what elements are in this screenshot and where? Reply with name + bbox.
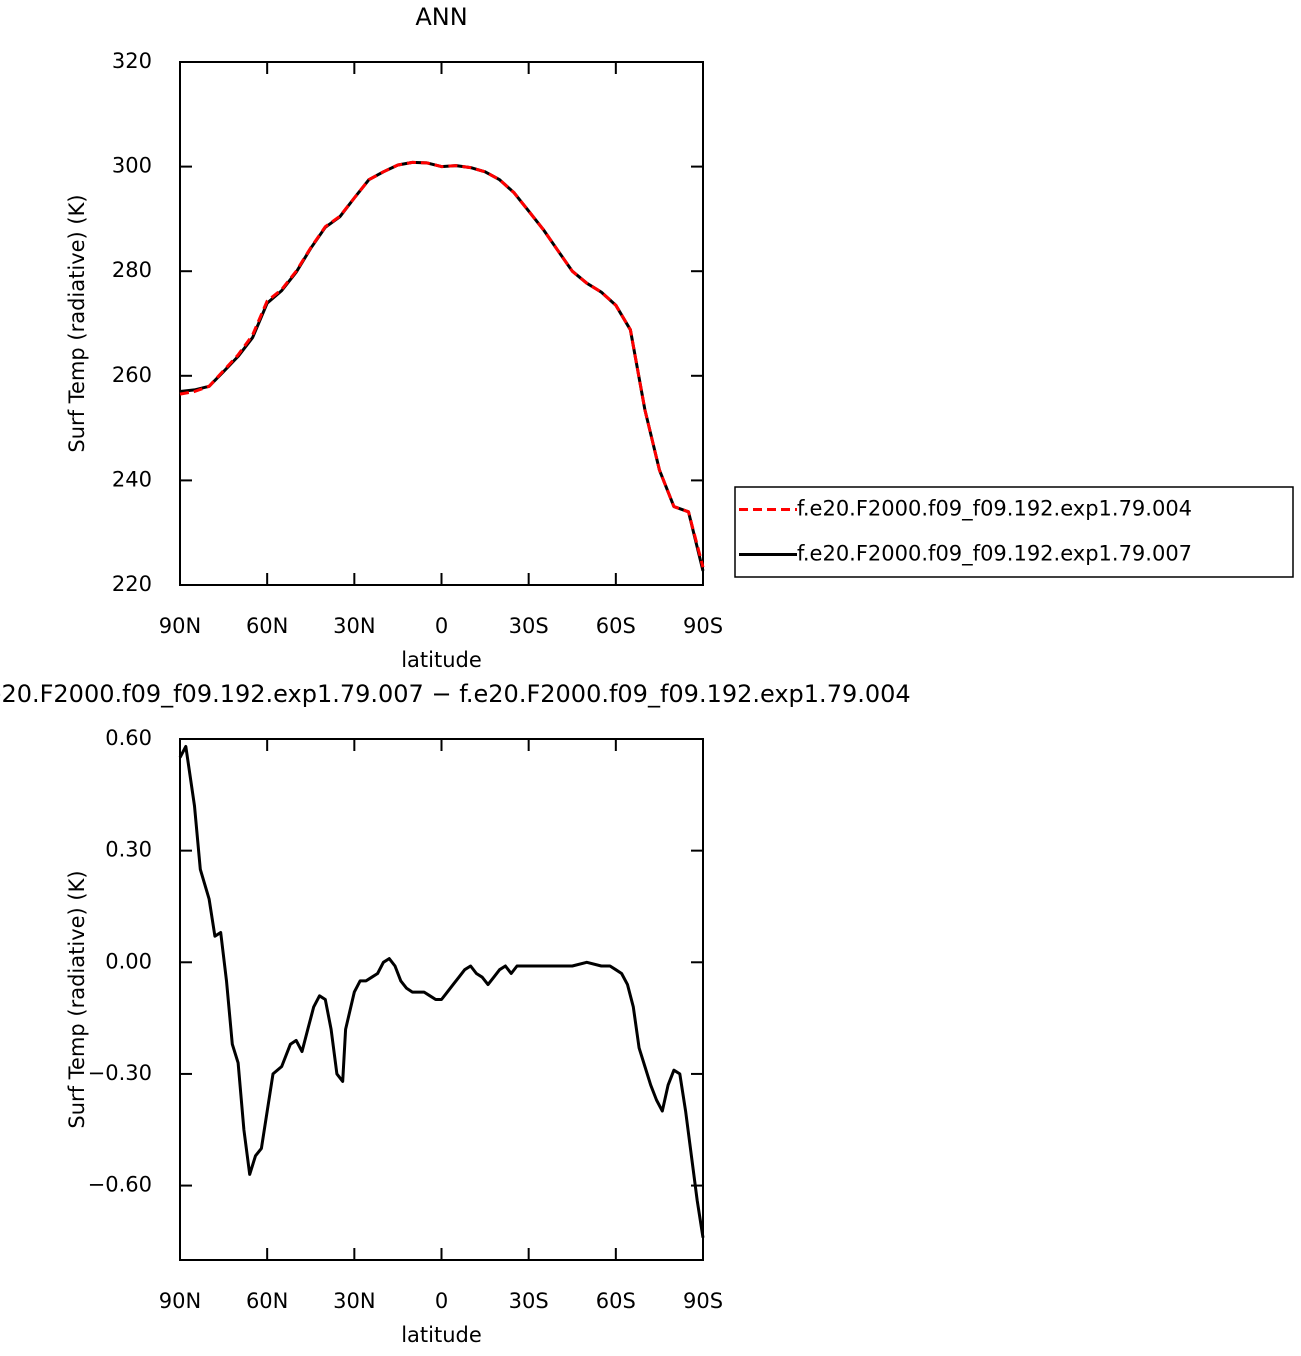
y-axis-label: Surf Temp (radiative) (K) xyxy=(65,870,89,1128)
x-tick-label: 30S xyxy=(509,614,549,638)
x-tick-label: 60S xyxy=(596,614,636,638)
y-tick-label: 280 xyxy=(112,258,152,282)
x-axis-label: latitude xyxy=(401,1323,482,1347)
x-tick-label: 30S xyxy=(509,1289,549,1313)
y-tick-label: 300 xyxy=(112,154,152,178)
x-tick-label: 90N xyxy=(159,614,201,638)
y-tick-label: 320 xyxy=(112,49,152,73)
x-tick-label: 30N xyxy=(333,614,375,638)
y-tick-label: 0.30 xyxy=(105,838,152,862)
x-tick-label: 90N xyxy=(159,1289,201,1313)
chart-title: f.e20.F2000.f09_f09.192.exp1.79.007 − f.… xyxy=(0,680,911,708)
x-tick-label: 0 xyxy=(435,614,448,638)
data-line xyxy=(179,160,705,572)
x-tick-label: 60N xyxy=(246,614,288,638)
chart-title: ANN xyxy=(415,3,467,31)
y-axis-label: Surf Temp (radiative) (K) xyxy=(65,194,89,452)
x-axis-label: latitude xyxy=(401,648,482,672)
y-tick-label: −0.30 xyxy=(88,1061,152,1085)
x-tick-label: 60S xyxy=(596,1289,636,1313)
x-tick-label: 60N xyxy=(246,1289,288,1313)
y-tick-label: −0.60 xyxy=(88,1173,152,1197)
data-line xyxy=(179,160,705,568)
legend-label: f.e20.F2000.f09_f09.192.exp1.79.004 xyxy=(797,497,1192,522)
y-tick-label: 0.00 xyxy=(105,949,152,973)
y-tick-label: 260 xyxy=(112,363,152,387)
y-tick-label: 240 xyxy=(112,467,152,491)
legend-label: f.e20.F2000.f09_f09.192.exp1.79.007 xyxy=(797,542,1192,567)
x-tick-label: 0 xyxy=(435,1289,448,1313)
legend-box xyxy=(734,486,1294,578)
y-tick-label: 0.60 xyxy=(105,726,152,750)
y-tick-label: 220 xyxy=(112,572,152,596)
x-tick-label: 90S xyxy=(683,1289,723,1313)
data-line xyxy=(178,744,705,1238)
x-tick-label: 30N xyxy=(333,1289,375,1313)
x-tick-label: 90S xyxy=(683,614,723,638)
